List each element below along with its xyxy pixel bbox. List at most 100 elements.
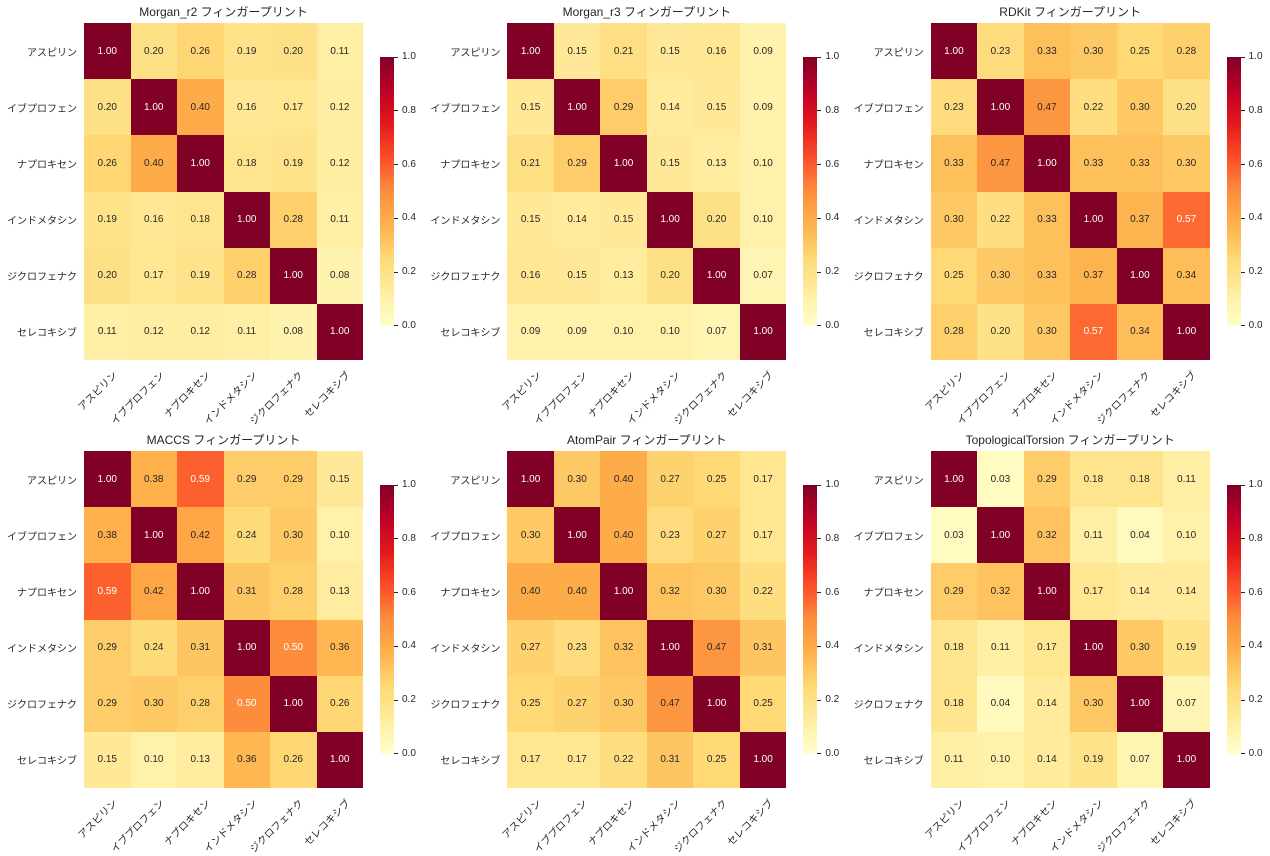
heatmap-cell: 0.40 xyxy=(177,79,224,136)
colorbar-ticks: 1.0 0.8 0.6 0.4 0.2 0.0 xyxy=(1227,480,1270,759)
heatmap-cell: 0.59 xyxy=(177,451,224,508)
y-tick-label: インドメタシン xyxy=(7,644,77,656)
colorbar-tick-label: 0.4 xyxy=(825,212,840,224)
heatmap-cell: 0.09 xyxy=(739,79,787,136)
heatmap-cell: 0.15 xyxy=(553,23,601,80)
heatmap-cell: 0.21 xyxy=(507,135,554,192)
heatmap-cell: 0.33 xyxy=(1023,247,1071,304)
x-tick-label: セレコキシブ xyxy=(302,798,353,849)
heatmap-cell: 1.00 xyxy=(739,731,787,788)
colorbar-gradient xyxy=(1226,57,1241,326)
colorbar-tick-mark xyxy=(394,485,398,486)
heatmap-cell: 0.18 xyxy=(930,619,978,676)
heatmap-cell: 0.29 xyxy=(930,563,978,620)
heatmap-cell: 0.17 xyxy=(270,79,317,136)
heatmap-cell: 1.00 xyxy=(270,247,317,304)
heatmap-cell: 0.20 xyxy=(84,79,131,136)
heatmap-cell: 1.00 xyxy=(1070,191,1117,248)
heatmap-cell: 0.14 xyxy=(1163,563,1210,620)
colorbar-tick-label: 1.0 xyxy=(402,479,416,490)
y-axis-labels: アスピリン イブプロフェン ナプロキセン インドメタシン ジクロフェナク セレコキシブ xyxy=(423,451,500,788)
heatmap-cell: 0.17 xyxy=(553,731,601,788)
x-tick-label: アスピリン xyxy=(76,798,121,842)
heatmap-cell: 1.00 xyxy=(130,507,177,564)
heatmap-cell: 0.33 xyxy=(1070,135,1117,192)
y-tick-label: ナプロキセン xyxy=(17,159,77,171)
heatmap-cell: 0.16 xyxy=(693,23,740,80)
heatmap-cell: 1.00 xyxy=(600,135,647,192)
heatmap-cell: 0.17 xyxy=(1023,619,1071,676)
heatmap-cell: 0.25 xyxy=(739,675,787,732)
colorbar-tick-mark xyxy=(394,325,398,326)
colorbar-tick-mark xyxy=(817,753,822,754)
heatmap-cell: 0.10 xyxy=(1163,507,1210,564)
heatmap-cell: 0.26 xyxy=(316,675,363,732)
heatmap-cell: 1.00 xyxy=(130,79,177,136)
subplot-maccs: MACCS フィンガープリント アスピリン イブプロフェン ナプロキセン インドメタシ… xyxy=(0,428,423,856)
heatmap-cell: 0.15 xyxy=(646,135,694,192)
plot-title: RDKit フィンガープリント xyxy=(999,5,1142,19)
heatmap-cell: 0.17 xyxy=(1070,563,1117,620)
subplot-rdkit: RDKit フィンガープリント アスピリン イブプロフェン ナプロキセン インドメタシ… xyxy=(847,0,1270,428)
heatmap-cell: 0.04 xyxy=(1116,507,1164,564)
heatmap-cell: 0.57 xyxy=(1070,303,1117,360)
plot-title: Morgan_r2 フィンガープリント xyxy=(139,5,308,19)
heatmap-cell: 0.30 xyxy=(600,675,647,732)
x-tick-label: ナプロキセン xyxy=(162,370,214,421)
colorbar-tick-mark xyxy=(394,753,398,754)
heatmap-cell: 0.11 xyxy=(316,191,363,248)
heatmap-cell: 0.29 xyxy=(270,451,317,508)
colorbar-tick-label: 0.8 xyxy=(825,104,840,116)
heatmap-cell: 0.38 xyxy=(130,451,177,508)
colorbar-tick-label: 1.0 xyxy=(825,479,840,490)
heatmap-cell: 1.00 xyxy=(177,135,224,192)
heatmap-cell: 0.11 xyxy=(316,23,363,80)
heatmap-cell: 0.03 xyxy=(977,451,1024,508)
heatmap-cell: 0.34 xyxy=(1116,303,1164,360)
heatmap-cell: 0.12 xyxy=(177,303,224,360)
heatmap-cell: 0.16 xyxy=(223,79,270,136)
colorbar-tick-mark xyxy=(1240,753,1245,754)
colorbar-tick-mark xyxy=(817,485,822,486)
heatmap-cell: 0.30 xyxy=(693,563,740,620)
heatmap-cell: 0.31 xyxy=(646,731,694,788)
heatmap-cell: 0.38 xyxy=(84,507,131,564)
subplot-atompair: AtomPair フィンガープリント アスピリン イブプロフェン ナプロキセン インド… xyxy=(423,428,846,856)
heatmap-cell: 0.16 xyxy=(507,247,554,304)
heatmap-cell: 0.08 xyxy=(270,303,317,360)
heatmap-cell: 0.18 xyxy=(1116,451,1164,508)
x-axis-labels: アスピリン イブプロフェン ナプロキセン インドメタシン ジクロフェナク セレコキシブ xyxy=(77,364,363,428)
colorbar-gradient xyxy=(380,485,394,754)
heatmap-cell: 0.18 xyxy=(930,675,978,732)
heatmap-cell: 0.22 xyxy=(600,731,647,788)
heatmap-cell: 0.31 xyxy=(177,619,224,676)
colorbar-tick-label: 0.2 xyxy=(1248,694,1263,706)
colorbar-tick-mark xyxy=(1240,699,1245,701)
heatmap-cell: 0.23 xyxy=(930,79,978,136)
heatmap-cell: 0.33 xyxy=(1116,135,1164,192)
colorbar-tick-label: 0.6 xyxy=(1248,586,1263,598)
colorbar-tick-label: 0.0 xyxy=(825,748,840,759)
heatmap-cell: 0.50 xyxy=(223,675,270,732)
y-tick-label: ナプロキセン xyxy=(17,587,77,599)
y-tick-label: アスピリン xyxy=(873,475,924,487)
heatmap-cell: 0.26 xyxy=(177,23,224,80)
heatmap-cell: 0.30 xyxy=(130,675,177,732)
colorbar-tick-label: 0.2 xyxy=(825,694,840,706)
colorbar-tick-label: 0.4 xyxy=(1248,640,1263,652)
heatmap-cell: 0.57 xyxy=(1163,191,1210,248)
y-tick-label: インドメタシン xyxy=(853,644,924,656)
heatmap-cell: 0.15 xyxy=(316,451,363,508)
heatmap-cell: 0.21 xyxy=(600,23,647,80)
heatmap-cell: 0.22 xyxy=(1070,79,1117,136)
colorbar-tick-label: 0.0 xyxy=(1248,748,1263,759)
y-axis-labels: アスピリン イブプロフェン ナプロキセン インドメタシン ジクロフェナク セレコキシブ xyxy=(847,451,924,788)
x-tick-label: セレコキシブ xyxy=(302,370,353,421)
colorbar-tick-label: 0.6 xyxy=(825,158,840,170)
x-tick-label: セレコキシブ xyxy=(725,798,776,849)
colorbar-tick-label: 1.0 xyxy=(1248,51,1263,62)
heatmap-grid: 1.00 0.20 0.26 0.19 0.20 0.11 0.20 1.00 0.40 0.16… xyxy=(84,23,363,360)
heatmap-cell: 0.29 xyxy=(1023,451,1071,508)
heatmap-cell: 0.30 xyxy=(977,247,1024,304)
heatmap-cell: 0.40 xyxy=(507,563,554,620)
